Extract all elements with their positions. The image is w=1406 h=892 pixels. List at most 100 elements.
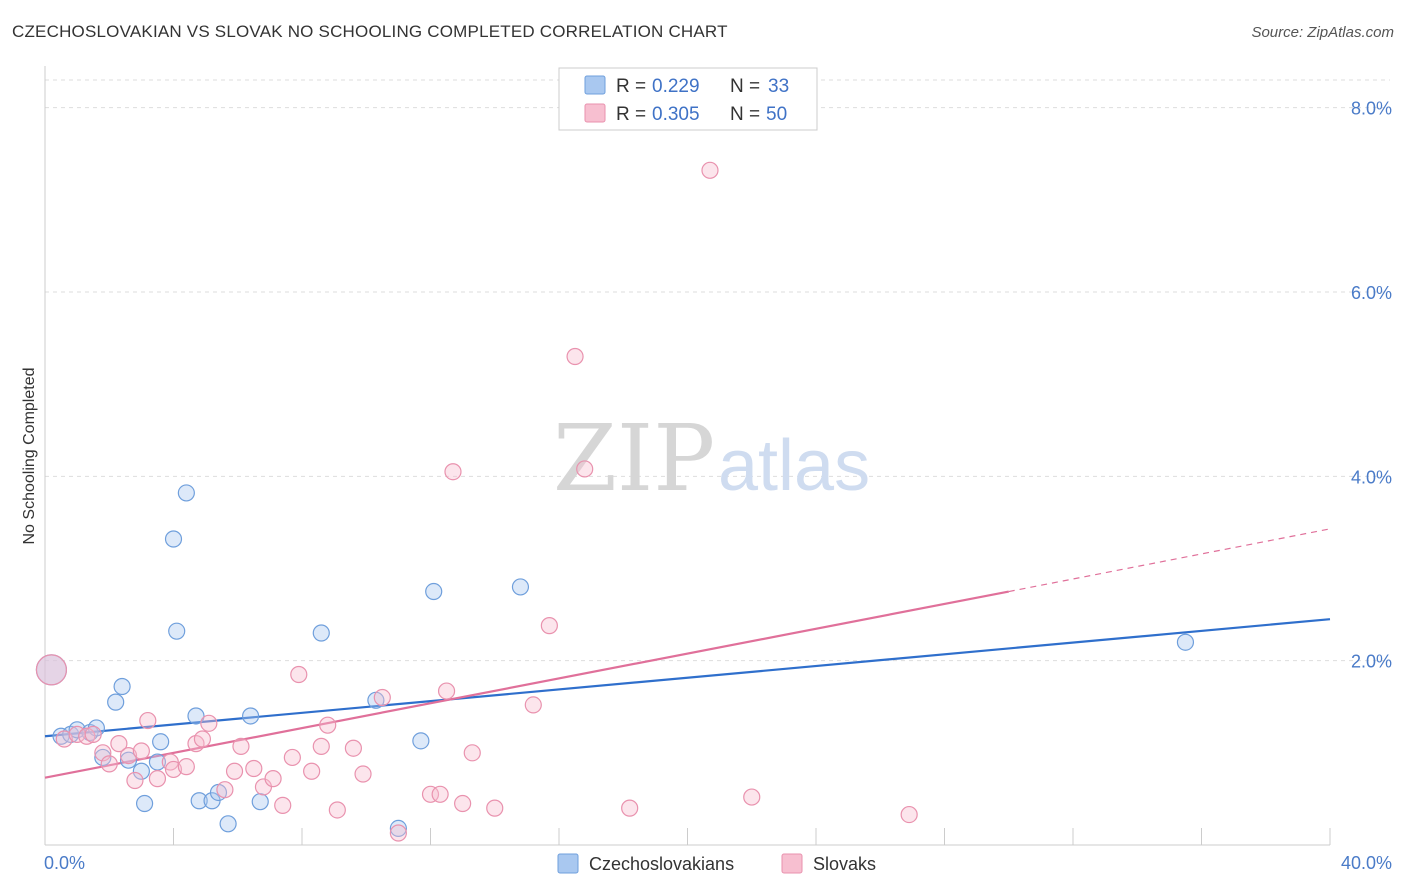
regression-line-czechoslovakians xyxy=(44,618,1331,738)
point-slovaks-17 xyxy=(193,730,212,748)
point-slovaks-27 xyxy=(290,665,308,684)
point-slovaks-11 xyxy=(139,711,157,730)
point-slovaks-47 xyxy=(621,799,639,817)
y-tick-labels: 2.0% 4.0% 6.0% 8.0% xyxy=(1351,99,1392,672)
regression-line-slovaks xyxy=(44,590,1009,779)
point-slovaks-35 xyxy=(389,824,407,842)
point-czechoslovakians-8 xyxy=(113,677,131,696)
point-czechoslovakians-13 xyxy=(152,733,170,751)
regression-line-slovaks-extension xyxy=(1008,528,1331,593)
point-czechoslovakians-16 xyxy=(177,484,195,502)
point-slovaks-4 xyxy=(84,725,102,743)
legend-r-label-blue: R = xyxy=(616,76,646,97)
y-tick-label-0: 2.0% xyxy=(1351,652,1392,672)
y-tick-label-3: 8.0% xyxy=(1351,99,1392,119)
point-czechoslovakians-21 xyxy=(219,815,237,833)
point-czechoslovakians-23 xyxy=(251,793,269,811)
point-slovaks-38 xyxy=(437,682,456,700)
point-slovaks-42 xyxy=(486,799,504,817)
point-slovaks-37 xyxy=(431,785,449,803)
point-slovaks-24 xyxy=(264,770,282,788)
series-name-slovaks: Slovaks xyxy=(813,854,876,874)
point-czechoslovakians-7 xyxy=(107,693,125,711)
point-slovaks-36 xyxy=(421,785,440,803)
point-slovaks-15 xyxy=(177,758,195,776)
legend-swatch-pink xyxy=(584,103,606,123)
point-slovaks-39 xyxy=(444,463,462,481)
x-tick-label-0: 0.0% xyxy=(44,853,85,873)
point-slovaks-25 xyxy=(274,796,292,814)
point-slovaks-12 xyxy=(148,770,167,788)
point-czechoslovakians-18 xyxy=(190,792,208,810)
point-czechoslovakians-14 xyxy=(164,530,183,548)
point-slovaks-1 xyxy=(55,730,73,748)
point-czechoslovakians-27 xyxy=(412,732,430,750)
point-slovaks-34 xyxy=(373,688,391,707)
data-points xyxy=(35,161,1195,842)
point-slovaks-26 xyxy=(283,748,301,767)
point-slovaks-22 xyxy=(245,759,263,778)
y-axis-label: No Schooling Completed xyxy=(21,368,38,545)
point-czechoslovakians-22 xyxy=(242,707,260,725)
point-slovaks-6 xyxy=(100,755,118,773)
point-slovaks-7 xyxy=(110,735,128,753)
point-czechoslovakians-30 xyxy=(1176,633,1195,651)
point-slovaks-32 xyxy=(344,739,362,757)
point-czechoslovakians-9 xyxy=(119,751,138,769)
point-slovaks-20 xyxy=(225,762,244,780)
series-swatch-czechoslovakians xyxy=(557,853,579,874)
point-czechoslovakians-17 xyxy=(187,707,205,725)
point-slovaks-33 xyxy=(354,765,372,783)
point-slovaks-46 xyxy=(576,460,594,478)
point-slovaks-29 xyxy=(312,737,330,755)
point-slovaks-40 xyxy=(454,794,472,813)
point-slovaks-14 xyxy=(164,760,183,779)
point-slovaks-30 xyxy=(319,716,337,734)
point-czechoslovakians-11 xyxy=(135,794,154,813)
point-czechoslovakians-10 xyxy=(132,762,150,780)
legend-n-label-blue: N = xyxy=(730,76,760,97)
point-slovaks-31 xyxy=(328,801,346,819)
point-czechoslovakians-26 xyxy=(389,819,407,838)
y-tick-label-1: 4.0% xyxy=(1351,467,1392,487)
point-czechoslovakians-24 xyxy=(312,624,330,642)
point-slovaks-43 xyxy=(524,696,542,714)
point-slovaks-48 xyxy=(701,161,719,179)
point-slovaks-41 xyxy=(463,744,481,762)
watermark-atlas: atlas xyxy=(718,426,870,506)
y-tick-label-2: 6.0% xyxy=(1351,283,1392,303)
watermark-zip: ZIP xyxy=(553,405,715,512)
x-tick-labels: 0.0% 40.0% xyxy=(44,853,1392,873)
point-slovaks-9 xyxy=(126,771,144,790)
point-slovaks-3 xyxy=(78,727,96,745)
point-slovaks-18 xyxy=(200,714,218,732)
legend-r-value-pink: 0.305 xyxy=(652,104,700,125)
point-czechoslovakians-3 xyxy=(68,721,86,739)
source-label: Source: ZipAtlas.com xyxy=(1251,24,1394,41)
series-legend: Czechoslovakians Slovaks xyxy=(557,853,876,874)
legend: R = 0.229 N = 33 R = 0.305 N = 50 xyxy=(558,67,818,131)
legend-n-value-blue: 33 xyxy=(768,76,789,97)
point-slovaks-45 xyxy=(566,347,584,366)
x-tick-label-1: 40.0% xyxy=(1341,853,1392,873)
point-czechoslovakians-28 xyxy=(425,582,443,601)
chart-title: CZECHOSLOVAKIAN VS SLOVAK NO SCHOOLING C… xyxy=(12,22,728,41)
point-slovaks-44 xyxy=(540,617,558,635)
series-name-czechoslovakians: Czechoslovakians xyxy=(589,854,734,874)
point-slovaks-50 xyxy=(900,805,918,824)
point-slovaks-21 xyxy=(232,737,250,755)
legend-swatch-blue xyxy=(584,75,606,95)
axes xyxy=(44,66,1331,846)
point-czechoslovakians-15 xyxy=(168,622,186,640)
series-swatch-slovaks xyxy=(781,853,803,874)
legend-r-value-blue: 0.229 xyxy=(652,76,700,97)
point-czechoslovakians-6 xyxy=(94,748,112,767)
point-slovaks-49 xyxy=(743,788,761,806)
point-slovaks-0 xyxy=(35,654,68,686)
legend-r-label-pink: R = xyxy=(616,104,646,125)
legend-n-label-pink: N = xyxy=(730,104,760,125)
point-slovaks-19 xyxy=(216,781,234,799)
point-slovaks-10 xyxy=(132,742,150,760)
point-slovaks-28 xyxy=(303,762,321,780)
